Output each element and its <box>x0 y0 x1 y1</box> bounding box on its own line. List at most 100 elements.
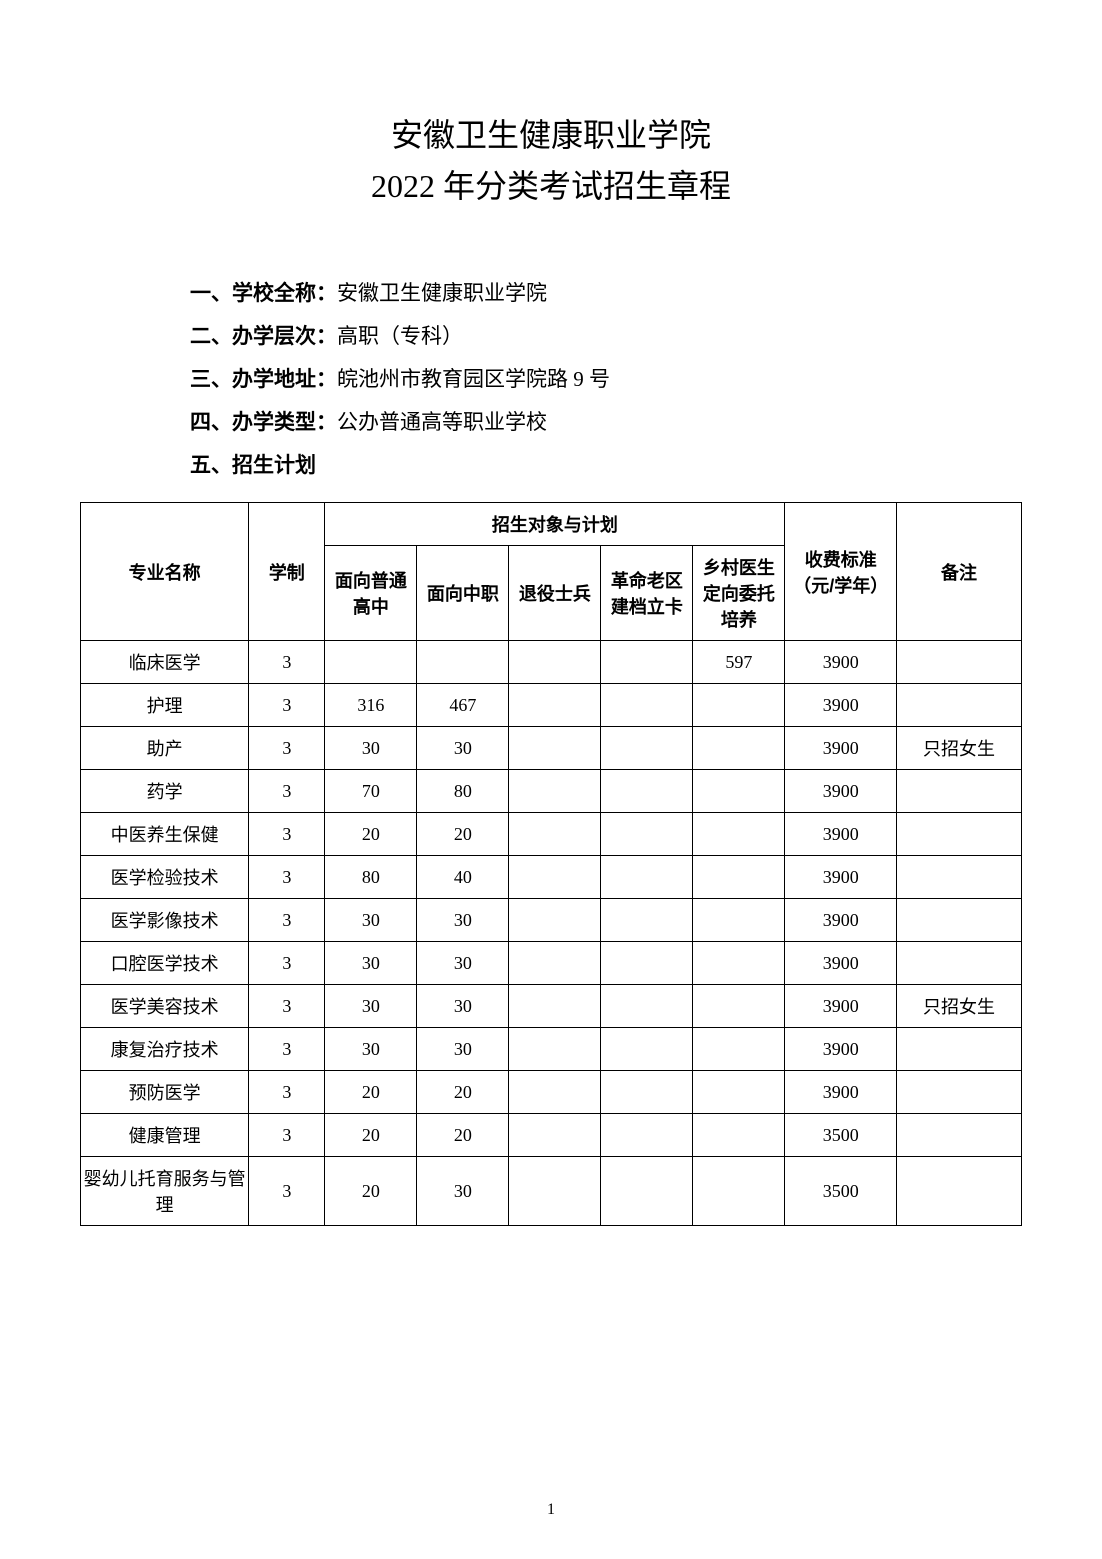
table-cell-xuezhi: 3 <box>249 684 325 727</box>
table-row: 助产330303900只招女生 <box>81 727 1022 770</box>
table-cell-p1: 30 <box>325 1028 417 1071</box>
table-cell-remark <box>897 1071 1022 1114</box>
table-cell-p2: 30 <box>417 985 509 1028</box>
info-section: 一、学校全称：安徽卫生健康职业学院 二、办学层次：高职（专科） 三、办学地址：皖… <box>190 272 1022 487</box>
table-cell-major: 药学 <box>81 770 249 813</box>
table-cell-fee: 3900 <box>785 1028 897 1071</box>
table-cell-remark <box>897 813 1022 856</box>
info-label: 五、招生计划 <box>190 454 316 477</box>
table-cell-p1 <box>325 641 417 684</box>
table-cell-major: 护理 <box>81 684 249 727</box>
th-plan-group: 招生对象与计划 <box>325 503 785 546</box>
table-cell-fee: 3900 <box>785 985 897 1028</box>
table-cell-remark <box>897 770 1022 813</box>
table-cell-p2: 30 <box>417 1028 509 1071</box>
table-row: 健康管理320203500 <box>81 1114 1022 1157</box>
table-cell-xuezhi: 3 <box>249 856 325 899</box>
table-cell-fee: 3500 <box>785 1157 897 1226</box>
table-cell-p4 <box>601 1157 693 1226</box>
table-cell-p2: 30 <box>417 899 509 942</box>
enrollment-table: 专业名称 学制 招生对象与计划 收费标准（元/学年） 备注 面向普通高中 面向中… <box>80 502 1022 1226</box>
table-cell-remark <box>897 684 1022 727</box>
th-plan4: 革命老区建档立卡 <box>601 546 693 641</box>
table-cell-remark <box>897 856 1022 899</box>
table-cell-p1: 20 <box>325 1157 417 1226</box>
table-cell-remark: 只招女生 <box>897 727 1022 770</box>
table-cell-xuezhi: 3 <box>249 813 325 856</box>
table-cell-p4 <box>601 899 693 942</box>
table-row: 婴幼儿托育服务与管理320303500 <box>81 1157 1022 1226</box>
table-cell-fee: 3900 <box>785 813 897 856</box>
table-cell-p2: 20 <box>417 813 509 856</box>
table-row: 医学影像技术330303900 <box>81 899 1022 942</box>
table-cell-p4 <box>601 1114 693 1157</box>
table-cell-xuezhi: 3 <box>249 770 325 813</box>
table-cell-xuezhi: 3 <box>249 641 325 684</box>
table-row: 中医养生保健320203900 <box>81 813 1022 856</box>
table-cell-major: 医学检验技术 <box>81 856 249 899</box>
table-cell-p4 <box>601 641 693 684</box>
table-cell-remark <box>897 1028 1022 1071</box>
table-cell-xuezhi: 3 <box>249 1114 325 1157</box>
table-cell-major: 中医养生保健 <box>81 813 249 856</box>
table-cell-p5 <box>693 1157 785 1226</box>
table-cell-p2: 20 <box>417 1114 509 1157</box>
table-cell-remark <box>897 1157 1022 1226</box>
table-cell-p4 <box>601 856 693 899</box>
table-cell-p3 <box>509 684 601 727</box>
table-cell-p1: 30 <box>325 727 417 770</box>
table-cell-p1: 316 <box>325 684 417 727</box>
table-cell-fee: 3900 <box>785 899 897 942</box>
info-line: 三、办学地址：皖池州市教育园区学院路 9 号 <box>190 358 1022 401</box>
info-value: 皖池州市教育园区学院路 9 号 <box>337 367 610 391</box>
table-cell-p4 <box>601 942 693 985</box>
table-cell-fee: 3900 <box>785 770 897 813</box>
table-cell-p4 <box>601 1071 693 1114</box>
table-cell-remark <box>897 1114 1022 1157</box>
table-cell-xuezhi: 3 <box>249 985 325 1028</box>
table-row: 康复治疗技术330303900 <box>81 1028 1022 1071</box>
info-label: 三、办学地址： <box>190 368 337 391</box>
table-cell-p4 <box>601 813 693 856</box>
table-cell-fee: 3900 <box>785 1071 897 1114</box>
table-cell-major: 医学美容技术 <box>81 985 249 1028</box>
th-plan5: 乡村医生定向委托培养 <box>693 546 785 641</box>
th-plan1: 面向普通高中 <box>325 546 417 641</box>
table-cell-fee: 3500 <box>785 1114 897 1157</box>
table-cell-p5 <box>693 1028 785 1071</box>
info-line: 一、学校全称：安徽卫生健康职业学院 <box>190 272 1022 315</box>
table-cell-p5 <box>693 813 785 856</box>
table-cell-p1: 20 <box>325 1114 417 1157</box>
table-cell-xuezhi: 3 <box>249 727 325 770</box>
table-cell-xuezhi: 3 <box>249 1157 325 1226</box>
table-cell-p3 <box>509 856 601 899</box>
th-major: 专业名称 <box>81 503 249 641</box>
table-cell-major: 康复治疗技术 <box>81 1028 249 1071</box>
table-cell-xuezhi: 3 <box>249 899 325 942</box>
table-cell-p5: 597 <box>693 641 785 684</box>
table-cell-xuezhi: 3 <box>249 1071 325 1114</box>
table-cell-fee: 3900 <box>785 641 897 684</box>
table-cell-p4 <box>601 1028 693 1071</box>
info-line: 四、办学类型：公办普通高等职业学校 <box>190 401 1022 444</box>
table-cell-p3 <box>509 770 601 813</box>
th-xuezhi: 学制 <box>249 503 325 641</box>
table-cell-p2: 40 <box>417 856 509 899</box>
table-cell-p1: 30 <box>325 899 417 942</box>
table-cell-p4 <box>601 770 693 813</box>
table-cell-p2: 467 <box>417 684 509 727</box>
table-cell-remark <box>897 641 1022 684</box>
title-line-1: 安徽卫生健康职业学院 <box>80 110 1022 161</box>
document-title: 安徽卫生健康职业学院 2022 年分类考试招生章程 <box>80 110 1022 212</box>
table-cell-fee: 3900 <box>785 856 897 899</box>
table-cell-p2: 30 <box>417 727 509 770</box>
table-cell-p5 <box>693 770 785 813</box>
table-cell-p1: 70 <box>325 770 417 813</box>
table-cell-p5 <box>693 727 785 770</box>
info-label: 四、办学类型： <box>190 411 337 434</box>
table-cell-remark: 只招女生 <box>897 985 1022 1028</box>
table-cell-major: 医学影像技术 <box>81 899 249 942</box>
table-cell-p3 <box>509 1028 601 1071</box>
table-cell-major: 临床医学 <box>81 641 249 684</box>
table-header-row: 专业名称 学制 招生对象与计划 收费标准（元/学年） 备注 <box>81 503 1022 546</box>
